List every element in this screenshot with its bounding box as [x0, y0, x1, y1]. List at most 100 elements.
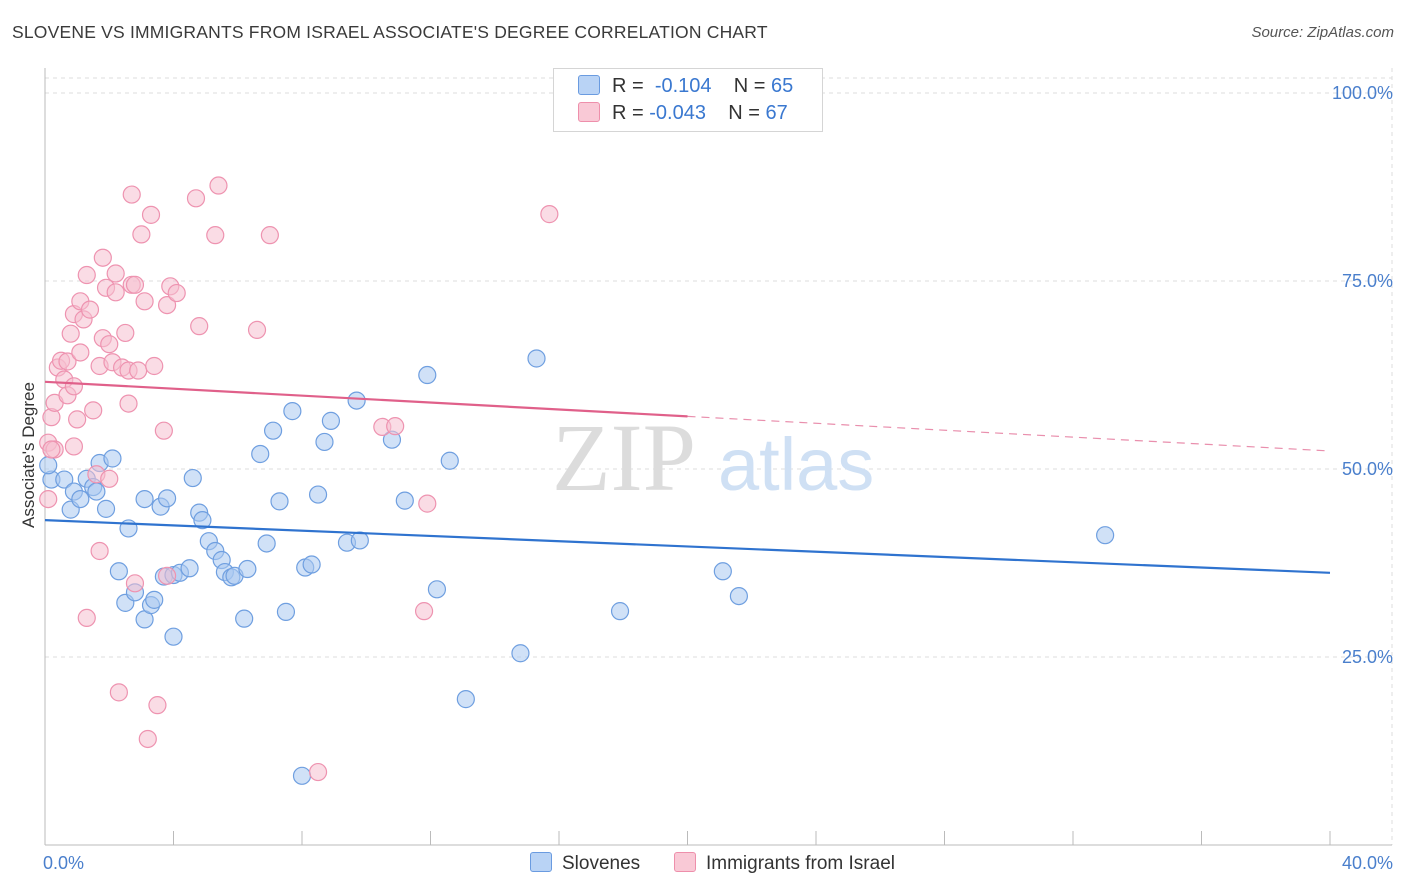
- slovenes-point: [109, 562, 128, 581]
- israel-point: [260, 226, 279, 245]
- legend-item-israel[interactable]: Immigrants from Israel: [674, 852, 895, 875]
- israel-point: [39, 489, 58, 509]
- israel-point: [414, 602, 434, 621]
- slovenes-trend-line: [44, 519, 1331, 574]
- n-label: N =: [733, 75, 766, 97]
- slovenes-point: [418, 365, 437, 385]
- slovenes-point: [276, 602, 296, 621]
- israel-point: [80, 300, 100, 319]
- slovenes-point: [39, 456, 58, 475]
- israel-point: [157, 566, 177, 585]
- slovenes-point: [180, 559, 199, 578]
- israel-point: [247, 320, 267, 340]
- israel-point: [132, 225, 151, 244]
- israel-point: [206, 226, 225, 245]
- slovenes-point: [729, 587, 749, 606]
- israel-swatch: [578, 102, 600, 122]
- slovenes-point: [96, 499, 116, 518]
- israel-point: [109, 683, 128, 702]
- israel-swatch: [674, 852, 696, 872]
- israel-point: [64, 437, 84, 456]
- slovenes-point: [283, 402, 302, 421]
- israel-point: [308, 762, 328, 782]
- stats-legend: R = -0.104 N = 65 R = -0.043 N = 67: [553, 68, 823, 132]
- watermark-atlas: atlas: [718, 423, 874, 506]
- y-tick-label: 75.0%: [1342, 271, 1393, 291]
- n-value: 67: [765, 102, 788, 124]
- slovenes-point: [145, 590, 164, 609]
- israel-point: [68, 410, 87, 429]
- slovenes-swatch: [578, 75, 600, 95]
- label-layer: 25.0% 50.0% 75.0% 100.0% 0.0% 40.0% Associate'…: [19, 83, 1393, 873]
- israel-trend-extension: [687, 415, 1331, 452]
- slovenes-point: [321, 411, 341, 430]
- watermark-zip: ZIP: [552, 404, 696, 511]
- watermark: ZIP atlas: [552, 404, 874, 511]
- slovenes-point: [193, 511, 212, 530]
- x-tick-label: 40.0%: [1342, 853, 1393, 873]
- israel-point: [93, 248, 112, 267]
- israel-point: [154, 421, 173, 440]
- slovenes-point: [292, 766, 312, 785]
- y-tick-label: 100.0%: [1332, 83, 1393, 103]
- chart-title: SLOVENE VS IMMIGRANTS FROM ISRAEL ASSOCI…: [12, 22, 768, 42]
- source-credit: Source: ZipAtlas.com: [1251, 24, 1394, 41]
- slovenes-point: [610, 602, 630, 621]
- slovenes-point: [183, 468, 202, 488]
- israel-point: [106, 283, 125, 302]
- trend-layer: [44, 380, 1331, 574]
- israel-point: [157, 295, 177, 315]
- slovenes-point: [71, 489, 90, 509]
- israel-point: [138, 729, 157, 749]
- slovenes-point: [103, 449, 122, 468]
- slovenes-point: [347, 391, 366, 410]
- israel-point: [145, 356, 164, 376]
- israel-point: [190, 317, 209, 336]
- slovenes-point: [251, 444, 270, 464]
- slovenes-point: [270, 492, 289, 511]
- legend-item-slovenes[interactable]: Slovenes: [530, 852, 640, 875]
- x-tick-label: 0.0%: [43, 853, 84, 873]
- israel-point: [540, 205, 559, 224]
- legend-label: Immigrants from Israel: [706, 853, 895, 874]
- israel-point: [148, 696, 167, 715]
- israel-point: [84, 401, 103, 420]
- slovenes-point: [238, 559, 257, 579]
- israel-point: [71, 343, 90, 362]
- slovenes-swatch: [530, 852, 552, 872]
- israel-point: [77, 608, 96, 628]
- israel-point: [77, 265, 96, 285]
- n-label: N =: [728, 102, 760, 124]
- israel-point: [116, 323, 135, 343]
- slovenes-point: [456, 690, 475, 709]
- israel-point: [135, 292, 154, 311]
- slovenes-point: [350, 531, 369, 550]
- slovenes-point: [235, 609, 254, 628]
- grid-layer: [45, 68, 1393, 845]
- slovenes-point: [263, 421, 283, 440]
- israel-point: [122, 185, 141, 204]
- r-label: R =: [612, 102, 644, 124]
- israel-point: [129, 361, 148, 380]
- slovenes-point: [713, 562, 732, 581]
- slovenes-point: [527, 349, 546, 368]
- y-tick-label: 25.0%: [1342, 647, 1393, 667]
- israel-point: [100, 335, 119, 354]
- israel-point: [61, 324, 80, 343]
- slovenes-point: [1096, 526, 1115, 545]
- israel-point: [125, 275, 145, 294]
- series-legend: Slovenes Immigrants from Israel: [0, 852, 1406, 878]
- israel-point: [209, 176, 228, 195]
- slovenes-point: [157, 489, 177, 508]
- israel-point: [119, 394, 138, 413]
- legend-label: Slovenes: [562, 853, 641, 874]
- israel-point: [58, 352, 77, 371]
- slovenes-point: [87, 482, 106, 501]
- slovenes-point: [511, 644, 530, 663]
- israel-point: [100, 469, 119, 488]
- israel-point: [418, 494, 437, 513]
- axis-layer: [44, 68, 1392, 846]
- israel-point: [141, 205, 161, 224]
- israel-point: [64, 377, 84, 396]
- slovenes-point: [308, 485, 328, 504]
